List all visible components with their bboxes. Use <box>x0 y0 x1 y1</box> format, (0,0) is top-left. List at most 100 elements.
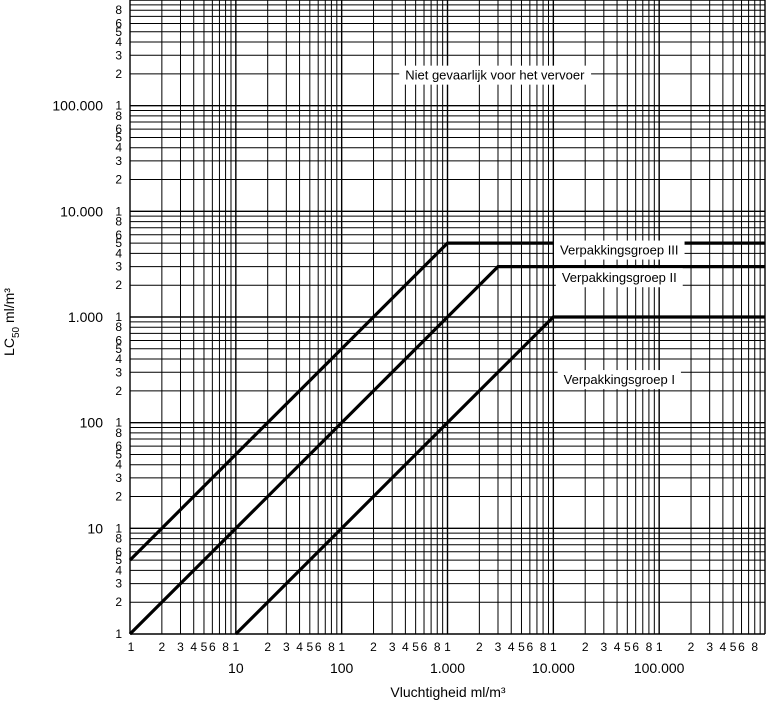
x-tick-label: 1 <box>550 640 557 654</box>
y-tick-label: 3 <box>115 577 122 591</box>
x-tick-label: 6 <box>421 640 428 654</box>
y-tick-label: 4 <box>115 246 122 260</box>
y-tick-label: 6 <box>115 333 122 347</box>
y-major-tick-label: 100 <box>80 415 104 431</box>
y-tick-label: 1 <box>115 416 122 430</box>
x-major-tick-label: 100.000 <box>634 660 685 676</box>
x-tick-label: 4 <box>614 640 621 654</box>
y-tick-label: 8 <box>115 320 122 334</box>
x-tick-label: 8 <box>434 640 441 654</box>
x-tick-label: 2 <box>582 640 589 654</box>
x-tick-label: 3 <box>177 640 184 654</box>
y-axis-label-main: LC <box>1 338 17 356</box>
series-line-2 <box>128 265 765 636</box>
y-tick-label: 4 <box>115 35 122 49</box>
x-tick-label: 2 <box>264 640 271 654</box>
y-tick-label: 6 <box>115 439 122 453</box>
x-major-tick-label: 1.000 <box>430 660 465 676</box>
y-tick-label: 8 <box>115 3 122 17</box>
y-tick-label: 5 <box>115 236 122 250</box>
y-major-tick-label: 100.000 <box>52 98 103 114</box>
x-tick-label: 3 <box>600 640 607 654</box>
x-tick-label: 8 <box>540 640 547 654</box>
y-tick-label: 1 <box>115 204 122 218</box>
y-tick-label: 1 <box>115 627 122 641</box>
x-major-tick-label: 100 <box>330 660 354 676</box>
x-tick-label: 8 <box>751 640 758 654</box>
x-tick-label: 4 <box>508 640 515 654</box>
y-tick-label: 6 <box>115 16 122 30</box>
annotation-background <box>399 65 592 85</box>
annotation-background <box>557 370 681 390</box>
x-tick-label: 3 <box>495 640 502 654</box>
y-tick-label: 5 <box>115 25 122 39</box>
x-tick-label: 1 <box>444 640 451 654</box>
series-line-3 <box>234 315 765 636</box>
y-tick-label: 5 <box>115 342 122 356</box>
x-tick-label: 5 <box>412 640 419 654</box>
annotation-label: Verpakkingsgroep III <box>560 243 679 258</box>
x-tick-label: 2 <box>476 640 483 654</box>
y-tick-label: 1 <box>115 310 122 324</box>
y-tick-label: 4 <box>115 458 122 472</box>
x-tick-label: 6 <box>209 640 216 654</box>
y-tick-label: 6 <box>115 228 122 242</box>
grid <box>129 0 766 635</box>
x-tick-label: 6 <box>738 640 745 654</box>
y-tick-label: 4 <box>115 563 122 577</box>
y-tick-label: 8 <box>115 109 122 123</box>
y-tick-label: 1 <box>115 99 122 113</box>
x-tick-label: 3 <box>389 640 396 654</box>
y-tick-label: 3 <box>115 471 122 485</box>
y-tick-label: 2 <box>115 384 122 398</box>
y-major-tick-label: 10.000 <box>60 203 103 219</box>
y-major-tick-label: 10 <box>87 520 103 536</box>
y-tick-label: 2 <box>115 490 122 504</box>
x-major-tick-label: 10 <box>228 660 244 676</box>
y-axis-label: LC50 ml/m³ <box>1 288 22 356</box>
x-tick-label: 5 <box>730 640 737 654</box>
x-tick-label: 5 <box>201 640 208 654</box>
x-axis-label: Vluchtigheid ml/m³ <box>390 684 505 700</box>
x-major-tick-label: 10.000 <box>532 660 575 676</box>
annotation-label: Niet gevaarlijk voor het vervoer <box>405 68 585 83</box>
y-tick-label: 2 <box>115 67 122 81</box>
annotation-2: Verpakkingsgroep III <box>554 240 685 260</box>
y-tick-label: 8 <box>115 532 122 546</box>
x-tick-label: 4 <box>720 640 727 654</box>
x-tick-label: 5 <box>624 640 631 654</box>
y-tick-label: 2 <box>115 278 122 292</box>
x-tick-label: 2 <box>370 640 377 654</box>
y-tick-label: 2 <box>115 595 122 609</box>
x-tick-label: 2 <box>688 640 695 654</box>
annotation-3: Verpakkingsgroep II <box>555 268 683 288</box>
y-tick-label: 5 <box>115 447 122 461</box>
y-tick-label: 5 <box>115 130 122 144</box>
x-tick-label: 8 <box>222 640 229 654</box>
x-tick-label: 6 <box>527 640 534 654</box>
x-tick-label: 3 <box>706 640 713 654</box>
y-tick-label: 4 <box>115 352 122 366</box>
x-tick-label: 2 <box>159 640 166 654</box>
x-tick-label: 4 <box>190 640 197 654</box>
x-tick-label: 8 <box>646 640 653 654</box>
y-tick-label: 1 <box>115 521 122 535</box>
annotation-background <box>555 268 683 288</box>
annotation-1: Niet gevaarlijk voor het vervoer <box>399 65 592 85</box>
y-tick-label: 3 <box>115 48 122 62</box>
x-tick-label: 4 <box>402 640 409 654</box>
x-tick-label: 5 <box>518 640 525 654</box>
y-tick-label: 3 <box>115 365 122 379</box>
annotation-label: Verpakkingsgroep I <box>564 372 675 387</box>
x-tick-label: 1 <box>128 640 135 654</box>
y-tick-label: 6 <box>115 122 122 136</box>
y-tick-label: 3 <box>115 260 122 274</box>
x-tick-label: 5 <box>306 640 313 654</box>
x-tick-label: 8 <box>328 640 335 654</box>
y-axis-label-subscript: 50 <box>11 326 22 338</box>
y-major-tick-label: 1.000 <box>68 309 103 325</box>
x-tick-label: 1 <box>338 640 345 654</box>
x-tick-label: 3 <box>283 640 290 654</box>
